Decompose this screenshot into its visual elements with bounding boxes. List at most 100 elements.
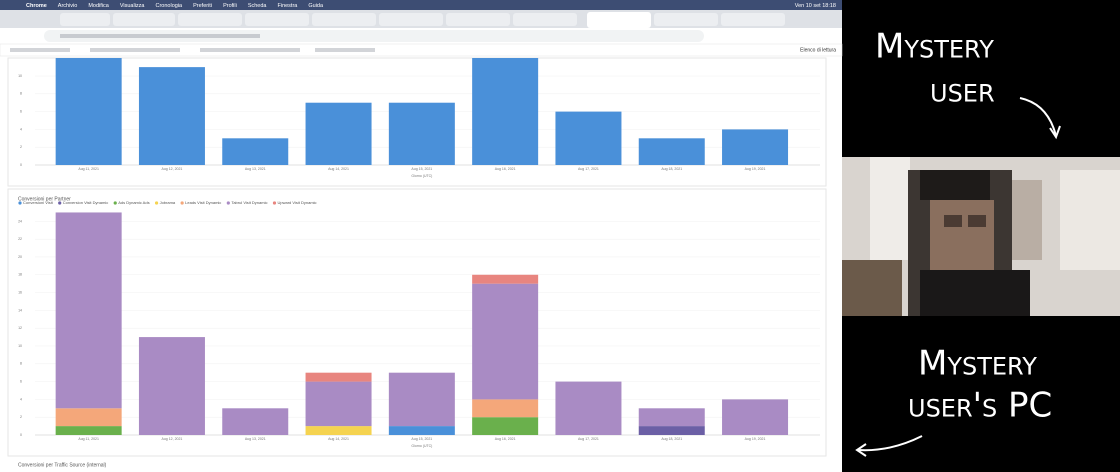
reading-list: Elenco di lettura <box>800 47 836 53</box>
y-tick-label: 8 <box>20 362 22 366</box>
tab[interactable] <box>513 13 577 26</box>
bar-segment <box>55 212 122 409</box>
arrow-head <box>1049 125 1061 140</box>
x-tick-label: Aug 17, 2021 <box>578 437 599 441</box>
menu-item: Chrome <box>26 3 47 9</box>
active-tab[interactable] <box>587 12 651 28</box>
y-tick-label: 18 <box>18 273 22 277</box>
x-tick-label: Aug 13, 2021 <box>245 167 266 171</box>
x-tick-label: Aug 11, 2021 <box>78 167 99 171</box>
legend-swatch <box>180 201 184 205</box>
top-chart: 0 2 4 6 8 10 Aug 11, 2021 Aug 12, 2021 Aug 13, 2… <box>18 58 820 178</box>
x-axis-label: Giorno (UTC) <box>411 444 432 448</box>
arrow-head <box>855 443 867 457</box>
x-tick-label: Aug 18, 2021 <box>661 437 682 441</box>
arrow <box>857 435 923 452</box>
annotation: user <box>930 71 995 111</box>
bar-segment <box>638 408 705 427</box>
tab[interactable] <box>113 13 175 26</box>
clock: Ven 10 set 18:18 <box>795 3 836 9</box>
x-tick-label: Aug 12, 2021 <box>162 167 183 171</box>
menu-item: Visualizza <box>120 3 146 9</box>
legend-label: Jobrama <box>160 200 176 205</box>
y-tick-label: 10 <box>18 344 22 348</box>
webcam <box>842 157 1120 316</box>
bar-segment <box>472 274 539 284</box>
bar <box>222 138 289 165</box>
annotation: Mystery <box>918 344 1037 384</box>
legend-label: Tabrul Visit Dynamic <box>231 200 267 205</box>
x-tick-label: Aug 16, 2021 <box>495 437 516 441</box>
blurred-bookmarks <box>10 48 375 52</box>
tabs <box>60 12 785 28</box>
tab[interactable] <box>60 13 110 26</box>
bar-segment <box>305 426 372 435</box>
tab[interactable] <box>245 13 309 26</box>
blurred-url <box>60 34 260 38</box>
y-tick-label: 6 <box>20 380 22 384</box>
bar <box>472 58 539 166</box>
x-tick-label: Aug 14, 2021 <box>328 167 349 171</box>
menu-item: Finestra <box>277 3 298 9</box>
menu-item: Preferiti <box>193 3 212 9</box>
bar-segment <box>305 372 372 382</box>
bar-segment <box>305 381 372 427</box>
tab[interactable] <box>379 13 443 26</box>
menu-bar <box>0 0 842 10</box>
legend-swatch <box>113 201 117 205</box>
bar-segment <box>55 408 122 427</box>
legend-swatch <box>58 201 62 205</box>
bar-segment <box>472 283 539 400</box>
menu-item: Guida <box>308 3 324 9</box>
x-tick-label: Aug 15, 2021 <box>411 437 432 441</box>
y-tick-label: 22 <box>18 237 22 241</box>
y-tick-label: 2 <box>20 145 22 149</box>
y-tick-label: 12 <box>18 326 22 330</box>
y-tick-label: 4 <box>20 127 22 131</box>
tab[interactable] <box>178 13 242 26</box>
bar <box>305 102 372 165</box>
tab[interactable] <box>446 13 510 26</box>
bar-segment <box>222 408 289 435</box>
bar <box>638 138 705 165</box>
menu-item: Profili <box>223 3 237 9</box>
bar-segment <box>388 372 455 427</box>
x-tick-label: Aug 12, 2021 <box>162 437 183 441</box>
tab[interactable] <box>312 13 376 26</box>
legend-label: Leads Visit Dynamic <box>185 200 221 205</box>
x-tick-label: Aug 16, 2021 <box>495 167 516 171</box>
bar-segment <box>722 399 789 435</box>
bar-segment <box>388 426 455 435</box>
y-tick-label: 0 <box>20 433 22 437</box>
x-tick-label: Aug 14, 2021 <box>328 437 349 441</box>
tab[interactable] <box>721 13 785 26</box>
y-tick-label: 6 <box>20 110 22 114</box>
bar-segment <box>638 426 705 435</box>
bar <box>722 129 789 165</box>
tab[interactable] <box>654 13 718 26</box>
annotation: Mystery <box>875 27 994 67</box>
x-axis-label: Giorno (UTC) <box>411 174 432 178</box>
bar-segment <box>55 426 122 435</box>
legend-label: Conversioni Visit <box>23 200 54 205</box>
bar <box>138 67 205 165</box>
bar <box>388 102 455 165</box>
menu-item: Cronologia <box>156 3 184 9</box>
x-tick-label: Aug 11, 2021 <box>78 437 99 441</box>
legend-swatch <box>272 201 277 205</box>
y-tick-label: 24 <box>18 219 22 223</box>
menu-item: Archivio <box>58 3 78 9</box>
bar-segment <box>472 399 539 418</box>
x-tick-label: Aug 19, 2021 <box>745 437 766 441</box>
x-tick-label: Aug 13, 2021 <box>245 437 266 441</box>
legend-swatch <box>18 201 22 205</box>
y-tick-label: 8 <box>20 92 22 96</box>
address-bar[interactable] <box>44 30 704 42</box>
menu-item: Modifica <box>88 3 109 9</box>
y-tick-label: 10 <box>18 74 22 78</box>
bar <box>555 111 622 165</box>
legend-label: Upward Visit Dynamic <box>277 200 316 205</box>
bar-segment <box>472 417 539 435</box>
x-tick-label: Aug 15, 2021 <box>411 167 432 171</box>
